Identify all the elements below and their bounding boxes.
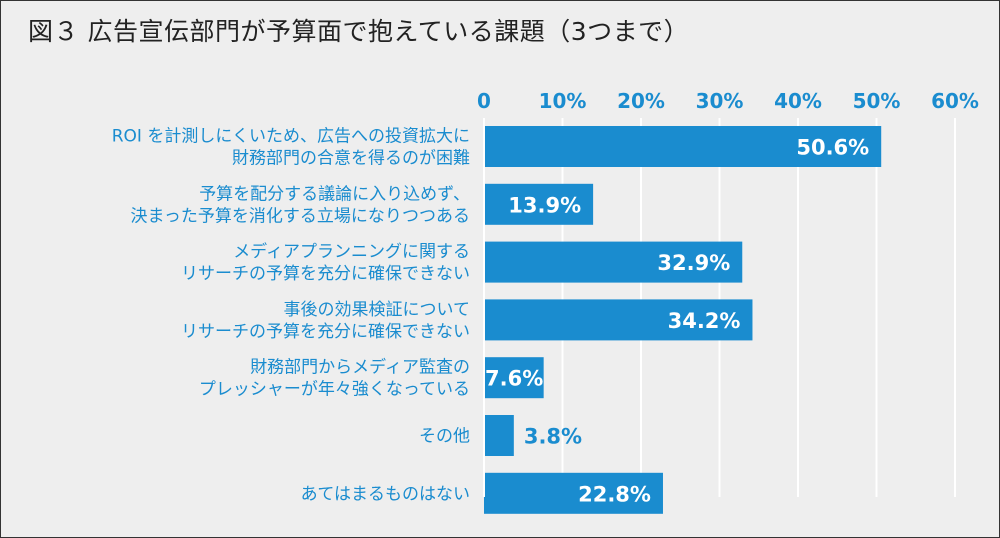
data-label: 50.6%: [796, 136, 869, 160]
category-label: メディアプランニングに関する: [233, 241, 470, 262]
x-tick-label: 20%: [617, 89, 665, 113]
category-label: ROI を計測しにくいため、広告への投資拡大に: [112, 127, 470, 147]
bar: [484, 472, 663, 514]
category-label: リサーチの予算を充分に確保できない: [181, 264, 470, 284]
bar: [484, 357, 544, 399]
bar: [484, 126, 882, 167]
category-label: 財務部門の合意を得るのが困難: [232, 149, 470, 169]
x-tick-label: 0: [477, 89, 491, 113]
x-tick-label: 10%: [539, 89, 587, 113]
category-label: プレッシャーが年々強くなっている: [199, 380, 470, 400]
bar: [484, 299, 753, 341]
bar: [484, 241, 743, 283]
bar: [484, 183, 594, 225]
category-label: あてはまるものはない: [301, 484, 470, 504]
x-tick-label: 30%: [696, 89, 744, 113]
x-tick-label: 40%: [774, 89, 822, 113]
data-label: 3.8%: [524, 425, 582, 449]
category-label: 財務部門からメディア監査の: [250, 357, 470, 378]
category-label: 事後の効果検証について: [284, 300, 471, 320]
chart-title: 図３ 広告宣伝部門が予算面で抱えている課題（3つまで）: [28, 17, 690, 46]
bar: [484, 415, 514, 456]
data-label: 34.2%: [668, 309, 741, 333]
data-label: 32.9%: [657, 251, 730, 275]
category-label: その他: [419, 427, 470, 447]
x-tick-label: 50%: [853, 89, 901, 113]
data-label: 7.6%: [485, 367, 543, 391]
category-label: 予算を配分する議論に入り込めず、: [199, 184, 470, 204]
data-label: 22.8%: [578, 482, 651, 506]
category-label: リサーチの予算を充分に確保できない: [181, 322, 470, 342]
x-tick-label: 60%: [931, 89, 979, 113]
category-label: 決まった予算を消化する立場になりつつある: [131, 206, 471, 226]
data-label: 13.9%: [508, 193, 581, 217]
